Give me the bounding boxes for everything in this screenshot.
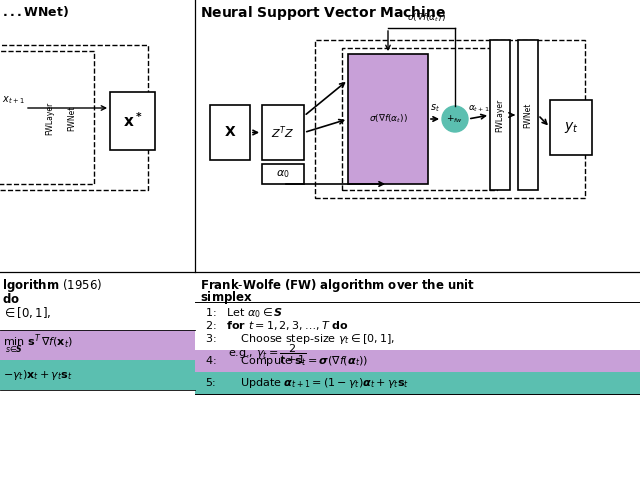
FancyBboxPatch shape (0, 330, 195, 360)
Text: FWLayer: FWLayer (495, 98, 504, 132)
Text: $\min_{s\in\boldsymbol{S}}\ \mathbf{s}^T\nabla f(\mathbf{x}_t)$: $\min_{s\in\boldsymbol{S}}\ \mathbf{s}^T… (3, 333, 73, 357)
FancyBboxPatch shape (110, 92, 155, 150)
Text: 4:       Compute $\mathbf{s}_t = \boldsymbol{\sigma}(\nabla f(\boldsymbol{\alpha: 4: Compute $\mathbf{s}_t = \boldsymbol{\… (205, 354, 368, 368)
Text: $\bf{x}^*$: $\bf{x}^*$ (124, 112, 143, 131)
Text: e.g., $\gamma_t = \dfrac{2}{t+1}$: e.g., $\gamma_t = \dfrac{2}{t+1}$ (228, 343, 307, 366)
Text: $\alpha_{t+1}$: $\alpha_{t+1}$ (468, 104, 490, 114)
FancyBboxPatch shape (0, 51, 94, 184)
Text: $\bf{lgorithm}$ (1956): $\bf{lgorithm}$ (1956) (2, 277, 102, 294)
Text: $\alpha_0$: $\alpha_0$ (276, 168, 290, 180)
Text: $+_{fw}$: $+_{fw}$ (447, 113, 463, 125)
Text: $\bf{Neural\ Support\ Vector\ Machine}$: $\bf{Neural\ Support\ Vector\ Machine}$ (200, 4, 446, 22)
FancyBboxPatch shape (195, 372, 640, 394)
Text: $\sigma(\nabla f(\alpha_t))$: $\sigma(\nabla f(\alpha_t))$ (369, 113, 408, 125)
Text: $\bf{...}$WNet): $\bf{...}$WNet) (2, 4, 69, 19)
FancyBboxPatch shape (342, 48, 497, 190)
Text: 1:   Let $\alpha_0 \in \boldsymbol{S}$: 1: Let $\alpha_0 \in \boldsymbol{S}$ (205, 306, 284, 320)
Text: $y_t$: $y_t$ (564, 120, 579, 135)
Text: $\bf{simplex}$: $\bf{simplex}$ (200, 289, 253, 306)
Text: $\sigma(\nabla f(\alpha_t))$: $\sigma(\nabla f(\alpha_t))$ (407, 12, 446, 24)
Text: FWNet: FWNet (67, 105, 77, 131)
Text: $\bf{do}$: $\bf{do}$ (2, 292, 20, 306)
Circle shape (442, 106, 468, 132)
Text: 2:   $\mathbf{for}\ t = 1, 2, 3, \ldots, T\ \mathbf{do}$: 2: $\mathbf{for}\ t = 1, 2, 3, \ldots, T… (205, 319, 349, 332)
Text: 5:       Update $\boldsymbol{\alpha}_{t+1} = (1-\gamma_t)\boldsymbol{\alpha}_t +: 5: Update $\boldsymbol{\alpha}_{t+1} = (… (205, 376, 409, 390)
FancyBboxPatch shape (550, 100, 592, 155)
FancyBboxPatch shape (518, 40, 538, 190)
FancyBboxPatch shape (348, 54, 428, 184)
FancyBboxPatch shape (262, 164, 304, 184)
FancyBboxPatch shape (195, 350, 640, 372)
Text: 3:       Choose step-size $\gamma_t \in [0, 1]$,: 3: Choose step-size $\gamma_t \in [0, 1]… (205, 332, 396, 346)
Text: $\mathbf{X}$: $\mathbf{X}$ (224, 125, 236, 140)
FancyBboxPatch shape (262, 105, 304, 160)
FancyBboxPatch shape (210, 105, 250, 160)
FancyBboxPatch shape (0, 45, 148, 190)
FancyBboxPatch shape (315, 40, 585, 198)
FancyBboxPatch shape (490, 40, 510, 190)
Text: FWLayer: FWLayer (45, 101, 54, 134)
Text: $\bf{Frank\text{-}Wolfe\ (FW)\ algorithm\ over\ the\ unit}$: $\bf{Frank\text{-}Wolfe\ (FW)\ algorithm… (200, 277, 475, 294)
Text: $\in [0, 1],$: $\in [0, 1],$ (2, 305, 52, 320)
Text: FWNet: FWNet (524, 102, 532, 128)
Text: $x_{t+1}$: $x_{t+1}$ (2, 94, 25, 106)
Text: $s_t$: $s_t$ (430, 102, 440, 114)
Text: $Z^TZ$: $Z^TZ$ (271, 124, 295, 141)
FancyBboxPatch shape (0, 360, 195, 390)
Text: $-\gamma_t)\mathbf{x}_t + \gamma_t\mathbf{s}_t$: $-\gamma_t)\mathbf{x}_t + \gamma_t\mathb… (3, 368, 73, 382)
